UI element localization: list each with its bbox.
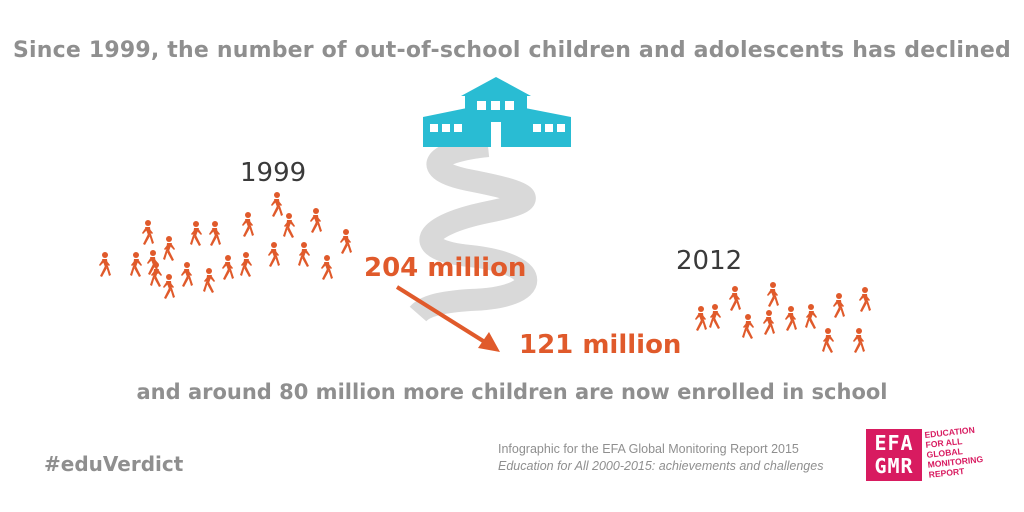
walking-child-icon [709, 304, 721, 329]
walking-child-icon [99, 252, 111, 277]
logo-gmr: GMR [874, 454, 914, 478]
figure-2012: 121 million [519, 330, 682, 360]
hashtag[interactable]: #eduVerdict [44, 452, 184, 476]
walking-child-icon [833, 293, 845, 318]
walking-child-icon [742, 314, 754, 339]
credit-line-1: Infographic for the EFA Global Monitorin… [498, 442, 799, 456]
walking-child-icon [805, 304, 817, 329]
walking-child-icon [181, 262, 193, 287]
walking-child-icon [268, 242, 280, 267]
year-1999-label: 1999 [240, 158, 307, 188]
walking-child-icon [163, 236, 175, 261]
walking-child-icon [203, 268, 215, 293]
walking-child-icon [222, 255, 234, 280]
efa-gmr-logo[interactable]: EFA GMR EDUCATION FOR ALL GLOBAL MONITOR… [866, 425, 984, 481]
walking-child-icon [859, 287, 871, 312]
walking-child-icon [822, 328, 834, 353]
school-icon [423, 77, 571, 147]
walking-child-icon [283, 213, 295, 238]
walking-child-icon [190, 221, 202, 246]
walking-child-icon [729, 286, 741, 311]
walking-child-icon [763, 310, 775, 335]
figure-1999: 204 million [364, 253, 527, 283]
crowd-1999 [99, 192, 352, 299]
walking-child-icon [853, 328, 865, 353]
crowd-2012 [695, 282, 871, 353]
logo-efa: EFA [874, 431, 914, 455]
walking-child-icon [340, 229, 352, 254]
walking-child-icon [163, 274, 175, 299]
walking-child-icon [767, 282, 779, 307]
walking-child-icon [695, 306, 707, 331]
year-2012-label: 2012 [676, 246, 743, 276]
walking-child-icon [209, 221, 221, 246]
walking-child-icon [271, 192, 283, 217]
logo-box: EFA GMR [866, 429, 922, 481]
road-icon [409, 135, 537, 323]
walking-child-icon [785, 306, 797, 331]
walking-child-icon [130, 252, 142, 277]
arrow-icon [395, 285, 500, 352]
logo-words: EDUCATION FOR ALL GLOBAL MONITORING REPO… [924, 424, 985, 480]
walking-child-icon [142, 220, 154, 245]
walking-child-icon [321, 255, 333, 280]
walking-child-icon [240, 252, 252, 277]
walking-child-icon [298, 242, 310, 267]
headline: Since 1999, the number of out-of-school … [12, 38, 1011, 63]
walking-child-icon [242, 212, 254, 237]
credit: Infographic for the EFA Global Monitorin… [498, 441, 823, 475]
credit-line-2: Education for All 2000-2015: achievement… [498, 459, 824, 473]
subline: and around 80 million more children are … [136, 380, 888, 404]
walking-child-icon [150, 262, 162, 287]
walking-child-icon [310, 208, 322, 233]
